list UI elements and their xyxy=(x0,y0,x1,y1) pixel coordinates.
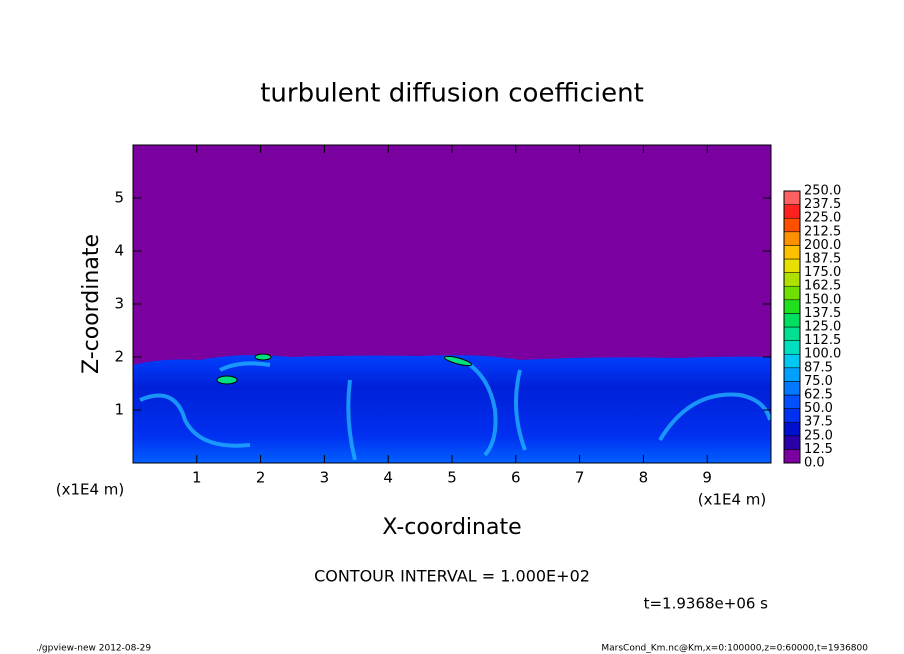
field xyxy=(133,145,772,463)
colorbar-band xyxy=(783,449,801,464)
colorbar-label: 12.5 xyxy=(804,442,833,457)
x-tick-label: 9 xyxy=(702,469,712,487)
y-tick-label: 1 xyxy=(114,401,124,419)
x-tick-label: 5 xyxy=(447,469,457,487)
colorbar-band xyxy=(783,245,801,260)
y-label: Z-coordinate xyxy=(79,234,104,374)
colorbar-label: 187.5 xyxy=(804,252,841,267)
y-tick-label: 4 xyxy=(114,242,124,260)
field-lower xyxy=(133,355,771,463)
x-tick-label: 3 xyxy=(320,469,330,487)
colorbar-band xyxy=(783,367,801,382)
cell xyxy=(254,353,272,361)
colorbar-band xyxy=(783,340,801,355)
colorbar-band xyxy=(783,394,801,409)
colorbar-label: 150.0 xyxy=(804,292,841,307)
colorbar-band xyxy=(783,272,801,287)
colorbar-label: 87.5 xyxy=(804,360,833,375)
colorbar-band xyxy=(783,421,801,437)
colorbar-label: 37.5 xyxy=(804,415,833,430)
colorbar-label: 0.0 xyxy=(804,456,825,471)
x-unit-right: (x1E4 m) xyxy=(698,491,767,509)
cell xyxy=(443,355,473,367)
colorbar-label: 75.0 xyxy=(804,374,833,389)
colorbar-label: 112.5 xyxy=(804,333,841,348)
colorbar-label: 237.5 xyxy=(804,197,841,212)
x-unit-left: (x1E4 m) xyxy=(56,481,125,499)
colorbar-frame xyxy=(783,190,801,464)
x-tick-label: 4 xyxy=(383,469,393,487)
colorbar-band xyxy=(783,217,801,233)
colorbar-label: 125.0 xyxy=(804,320,841,335)
colorbar-band xyxy=(783,204,801,219)
colorbar-label: 250.0 xyxy=(804,184,841,199)
x-tick-label: 2 xyxy=(256,469,266,487)
colorbar-band xyxy=(783,435,801,450)
cell xyxy=(216,375,238,385)
colorbar-band xyxy=(783,353,801,369)
colorbar-band xyxy=(783,299,801,314)
colorbar-label: 225.0 xyxy=(804,211,841,226)
colorbar-label: 62.5 xyxy=(804,388,833,403)
colorbar-label: 212.5 xyxy=(804,224,841,239)
colorbar-band xyxy=(783,326,801,341)
streaks xyxy=(139,361,772,461)
x-tick-label: 6 xyxy=(511,469,521,487)
chart-title: turbulent diffusion coefficient xyxy=(260,79,644,109)
y-tick-label: 3 xyxy=(114,295,124,313)
colorbar-band xyxy=(783,285,801,301)
colorbar-label: 200.0 xyxy=(804,238,841,253)
footer-left: ./gpview-new 2012-08-29 xyxy=(36,644,151,654)
colorbar-band xyxy=(783,258,801,273)
contour-interval: CONTOUR INTERVAL = 1.000E+02 xyxy=(314,567,590,586)
colorbar-label: 162.5 xyxy=(804,279,841,294)
footer-right: MarsCond_Km.nc@Km,x=0:100000,z=0:60000,t… xyxy=(601,644,868,654)
colorbar-band xyxy=(783,408,801,423)
colorbar-label: 137.5 xyxy=(804,306,841,321)
y-tick-label: 5 xyxy=(114,189,124,207)
colorbar-band xyxy=(783,313,801,328)
colorbar-band xyxy=(783,381,801,396)
colorbar-label: 100.0 xyxy=(804,347,841,362)
time-label: t=1.9368e+06 s xyxy=(644,595,769,613)
colorbar-label: 25.0 xyxy=(804,428,833,443)
colorbar-label: 175.0 xyxy=(804,265,841,280)
y-tick-label: 2 xyxy=(114,348,124,366)
colorbar-label: 50.0 xyxy=(804,401,833,416)
colorbar-band xyxy=(783,231,801,246)
x-tick-label: 7 xyxy=(575,469,585,487)
colorbar-band xyxy=(783,190,801,205)
x-tick-label: 1 xyxy=(192,469,202,487)
x-tick-label: 8 xyxy=(639,469,649,487)
x-label: X-coordinate xyxy=(382,515,521,540)
